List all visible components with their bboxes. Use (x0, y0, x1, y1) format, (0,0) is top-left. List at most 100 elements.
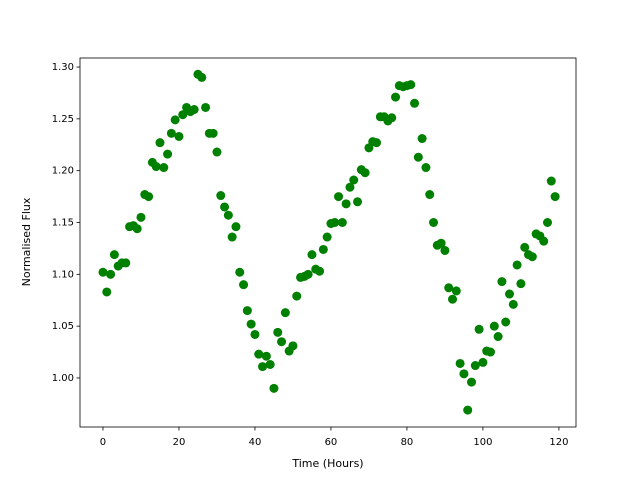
data-point (391, 92, 401, 102)
data-point (459, 369, 469, 379)
data-point (546, 176, 556, 186)
data-point (474, 324, 484, 334)
data-point (159, 163, 169, 173)
data-point (406, 80, 416, 90)
data-point (227, 232, 237, 242)
data-point (527, 252, 537, 262)
data-point (155, 138, 165, 148)
data-point (239, 280, 249, 290)
data-point (470, 361, 480, 371)
data-point (486, 347, 496, 357)
data-point (425, 190, 435, 200)
data-point (223, 210, 233, 220)
data-point (235, 267, 245, 277)
data-point (341, 199, 351, 209)
data-point (539, 236, 549, 246)
y-tick-label: 1.15 (52, 217, 74, 228)
data-point (132, 224, 142, 234)
x-tick-label: 20 (173, 437, 186, 448)
data-point (265, 359, 275, 369)
data-point (318, 244, 328, 254)
data-point (197, 72, 207, 82)
x-tick-label: 80 (401, 437, 414, 448)
data-point (334, 192, 344, 202)
data-point (269, 383, 279, 393)
data-point (349, 175, 359, 185)
axes-frame (79, 57, 577, 428)
data-point (455, 358, 465, 368)
data-point (353, 197, 363, 207)
data-point (212, 147, 222, 157)
data-point (444, 283, 454, 293)
data-point (345, 182, 355, 192)
y-tick-label: 1.20 (52, 166, 74, 177)
y-tick-label: 1.25 (52, 114, 74, 125)
data-point (136, 212, 146, 222)
data-point (106, 269, 116, 279)
data-point (421, 163, 431, 173)
data-point (497, 277, 507, 287)
y-tick-label: 1.10 (52, 269, 74, 280)
data-point (292, 291, 302, 301)
data-point (166, 128, 176, 138)
data-point (250, 329, 260, 339)
data-point (121, 258, 131, 268)
data-point (280, 308, 290, 318)
data-point (337, 217, 347, 227)
data-point (516, 279, 526, 289)
data-point (109, 250, 119, 260)
data-point (322, 232, 332, 242)
data-point (151, 162, 161, 172)
x-tick-label: 0 (100, 437, 106, 448)
data-point (451, 286, 461, 296)
data-point (478, 357, 488, 367)
data-point (208, 128, 218, 138)
data-point (220, 202, 230, 212)
data-point (410, 98, 420, 108)
data-point (231, 222, 241, 232)
data-point (303, 269, 313, 279)
x-tick-label: 120 (549, 437, 568, 448)
data-point (174, 131, 184, 141)
data-point (448, 294, 458, 304)
data-point (178, 110, 188, 120)
data-point (429, 217, 439, 227)
data-point (505, 289, 515, 299)
y-tick-label: 1.05 (52, 321, 74, 332)
x-tick-label: 100 (473, 437, 492, 448)
data-point (550, 192, 560, 202)
data-point (307, 250, 317, 260)
y-tick-label: 1.00 (52, 373, 74, 384)
data-point (417, 134, 427, 144)
data-point (254, 349, 264, 359)
data-point (273, 327, 283, 337)
data-point (261, 351, 271, 361)
data-point (201, 102, 211, 112)
x-tick-label: 40 (249, 437, 262, 448)
data-point (315, 266, 325, 276)
data-point (144, 192, 154, 202)
data-point (170, 115, 180, 125)
data-point (508, 299, 518, 309)
data-point (467, 377, 477, 387)
data-point (242, 306, 252, 316)
data-point (372, 138, 382, 148)
data-point (520, 242, 530, 252)
data-point (102, 287, 112, 297)
data-point (489, 321, 499, 331)
x-tick-label: 60 (325, 437, 338, 448)
data-point (463, 405, 473, 415)
y-tick-label: 1.30 (52, 62, 74, 73)
data-point (189, 105, 199, 115)
data-point (330, 217, 340, 227)
data-point (258, 362, 268, 372)
data-point (512, 260, 522, 270)
data-point (163, 149, 173, 159)
data-point (413, 152, 423, 162)
y-axis-label: Normalised Flux (20, 197, 33, 286)
data-point (216, 191, 226, 201)
data-point (493, 332, 503, 342)
data-point (98, 267, 108, 277)
data-point (360, 168, 370, 178)
